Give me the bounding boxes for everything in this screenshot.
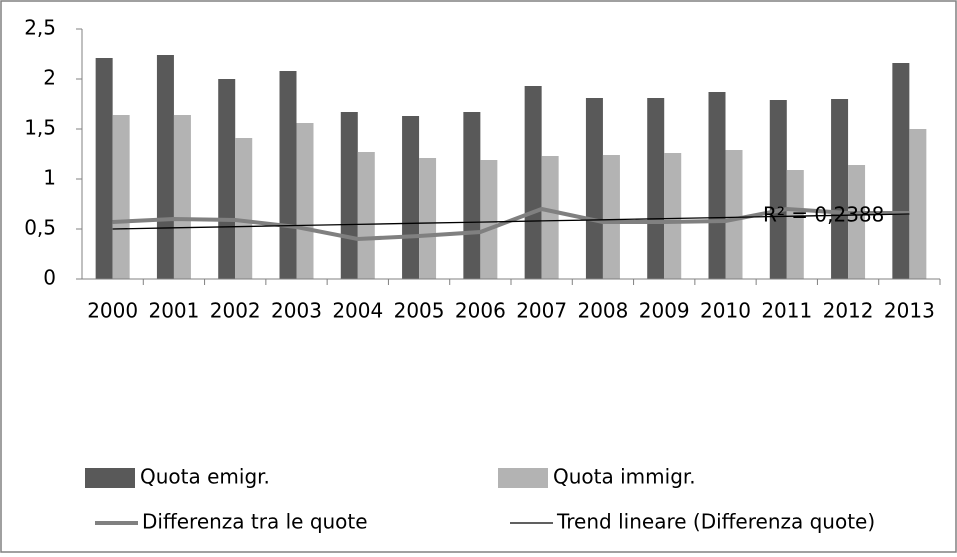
bar bbox=[95, 58, 113, 279]
legend-label: Quota emigr. bbox=[140, 465, 270, 489]
trend-line bbox=[112, 213, 910, 230]
x-tick-label: 2004 bbox=[332, 299, 383, 323]
bar bbox=[112, 115, 130, 279]
x-tick-label: 2000 bbox=[87, 299, 138, 323]
bar bbox=[769, 100, 787, 279]
bar bbox=[541, 156, 559, 279]
x-tick-label: 2012 bbox=[823, 299, 874, 323]
bar bbox=[218, 79, 236, 279]
bar bbox=[786, 170, 804, 279]
x-tick-label: 2007 bbox=[516, 299, 567, 323]
bar bbox=[602, 155, 620, 279]
bar bbox=[419, 158, 437, 279]
bar bbox=[402, 116, 420, 279]
bar bbox=[708, 92, 726, 279]
bar bbox=[279, 71, 297, 279]
bar bbox=[156, 55, 174, 279]
y-tick-label: 1 bbox=[43, 166, 56, 190]
y-tick-label: 2 bbox=[43, 66, 56, 90]
bar bbox=[647, 98, 665, 279]
bar bbox=[340, 112, 358, 279]
y-tick-label: 0 bbox=[43, 266, 56, 290]
bar bbox=[296, 123, 314, 279]
x-tick-label: 2010 bbox=[700, 299, 751, 323]
x-tick-label: 2009 bbox=[639, 299, 690, 323]
bar bbox=[831, 99, 849, 279]
bar bbox=[892, 63, 910, 279]
bar bbox=[357, 152, 375, 279]
legend-label: Quota immigr. bbox=[553, 465, 696, 489]
x-tick-label: 2005 bbox=[394, 299, 445, 323]
bar bbox=[848, 165, 866, 279]
bar bbox=[664, 153, 682, 279]
bar bbox=[463, 112, 481, 279]
y-tick-label: 2,5 bbox=[24, 16, 56, 40]
x-tick-label: 2003 bbox=[271, 299, 322, 323]
x-tick-label: 2011 bbox=[761, 299, 812, 323]
legend-swatch bbox=[498, 468, 548, 488]
x-tick-label: 2008 bbox=[577, 299, 628, 323]
x-tick-label: 2001 bbox=[148, 299, 199, 323]
bar bbox=[585, 98, 603, 279]
bar bbox=[725, 150, 743, 279]
bar bbox=[173, 115, 191, 279]
bar bbox=[909, 129, 927, 279]
x-tick-label: 2013 bbox=[884, 299, 935, 323]
legend-label: Trend lineare (Differenza quote) bbox=[556, 510, 875, 534]
legend-swatch bbox=[85, 468, 135, 488]
annotation: R² = 0,2388 bbox=[763, 203, 884, 227]
y-tick-label: 0,5 bbox=[24, 216, 56, 240]
bar bbox=[480, 160, 498, 279]
legend-label: Differenza tra le quote bbox=[142, 510, 368, 534]
bar bbox=[524, 86, 542, 279]
bar bbox=[235, 138, 253, 279]
diff-line bbox=[112, 206, 910, 242]
x-tick-label: 2002 bbox=[210, 299, 261, 323]
y-tick-label: 1,5 bbox=[24, 116, 56, 140]
x-tick-label: 2006 bbox=[455, 299, 506, 323]
